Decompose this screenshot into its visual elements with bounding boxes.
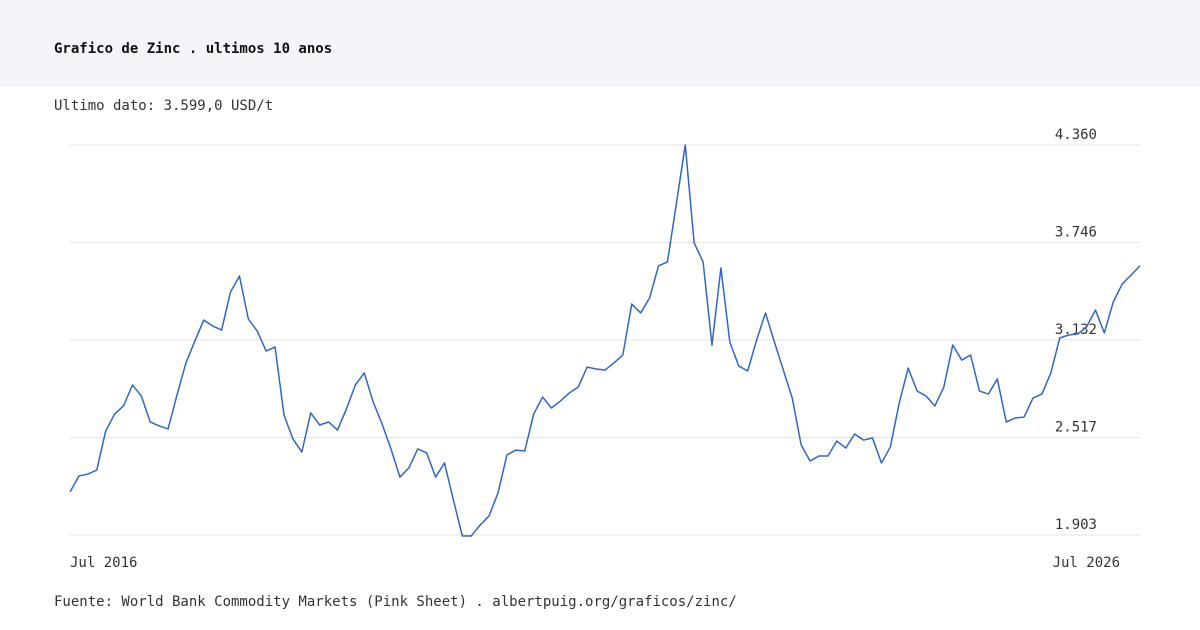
y-tick-label: 3.132 — [1055, 322, 1097, 338]
y-tick-label: 2.517 — [1055, 420, 1097, 436]
y-tick-label: 3.746 — [1055, 224, 1097, 240]
x-tick-label: Jul 2016 — [70, 555, 137, 571]
subtitle: Ultimo dato: 3.599,0 USD/t — [54, 98, 273, 114]
x-tick-label: Jul 2026 — [1053, 555, 1120, 571]
source: Fuente: World Bank Commodity Markets (Pi… — [54, 594, 737, 610]
price-line — [69, 144, 1141, 537]
y-tick-label: 1.903 — [1055, 517, 1097, 533]
chart-title: Grafico de Zinc . ultimos 10 anos — [54, 41, 332, 57]
y-tick-label: 4.360 — [1055, 127, 1097, 143]
header-band — [0, 0, 1200, 87]
